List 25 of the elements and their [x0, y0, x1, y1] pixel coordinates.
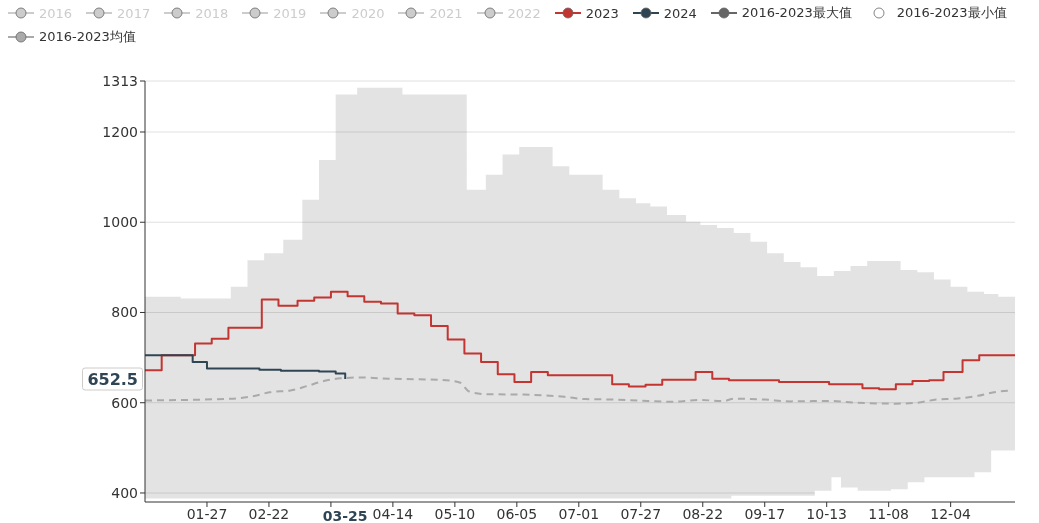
text: 03-25: [319, 508, 371, 523]
x-tick-label: 09-17: [744, 505, 786, 522]
x-tick-label: 04-14: [372, 505, 414, 522]
y-tick-label: 600: [111, 394, 138, 411]
x-tick-label: 10-13: [806, 505, 848, 522]
x-tick-label: 01-27: [186, 505, 228, 522]
y-tick-label: 400: [111, 484, 138, 501]
x-tick-label: 06-05: [496, 505, 538, 522]
text: 652.5: [82, 367, 143, 391]
x-tick-label: 05-10: [434, 505, 476, 522]
y-tick-label: 800: [111, 304, 138, 321]
x-tick-label: 12-04: [930, 505, 972, 522]
y-tick-label: 1313: [102, 72, 138, 89]
y-tick-label: 1200: [102, 123, 138, 140]
x-tick-label: 07-27: [620, 505, 662, 522]
legend-label: 2023: [585, 5, 619, 21]
y-tick-label: 1000: [102, 214, 138, 231]
legend-label: 2024: [663, 5, 697, 21]
legend-label: 2016-2023最小值: [896, 4, 1007, 22]
x-tick-label: 07-01: [558, 505, 600, 522]
legend-label: 2016-2023均值: [39, 28, 136, 46]
legend-label: 2016-2023最大值: [741, 4, 852, 22]
x-tick-label: 11-08: [868, 505, 910, 522]
x-tick-label: 02-22: [248, 505, 290, 522]
x-tick-label: 08-22: [682, 505, 724, 522]
